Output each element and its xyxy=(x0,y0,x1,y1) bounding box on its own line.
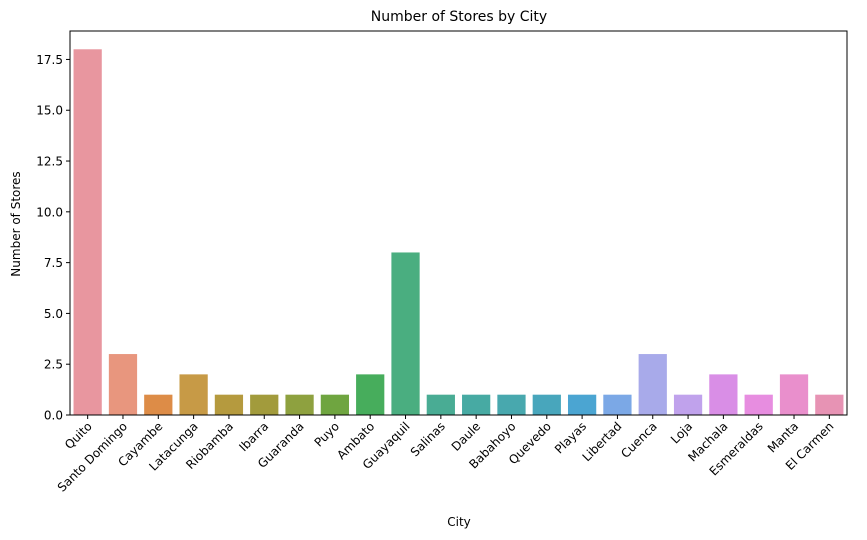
bar-latacunga xyxy=(179,374,208,415)
bar-guayaquil xyxy=(391,252,420,415)
plot-frame xyxy=(69,30,848,416)
x-tick-label: Puyo xyxy=(312,419,342,449)
bar-puyo xyxy=(320,394,350,415)
chart-title: Number of Stores by City xyxy=(371,9,547,25)
y-tick-label: 2.5 xyxy=(44,358,63,372)
bars-group xyxy=(73,49,844,415)
y-tick-label: 5.0 xyxy=(44,307,63,321)
bar-salinas xyxy=(426,394,455,415)
y-tick-label: 10.0 xyxy=(36,205,63,219)
bar-ambato xyxy=(356,374,385,415)
y-tick-label: 0.0 xyxy=(44,409,63,423)
bar-playas xyxy=(567,394,597,415)
bar-babahoyo xyxy=(497,394,526,415)
bar-cuenca xyxy=(638,354,667,415)
bar-esmeraldas xyxy=(744,394,773,415)
bar-riobamba xyxy=(214,394,244,415)
bar-loja xyxy=(673,394,703,415)
bar-cayambe xyxy=(144,394,173,415)
y-tick-label: 7.5 xyxy=(44,256,63,270)
bar-machala xyxy=(709,374,738,415)
y-axis: 0.0 2.5 5.0 7.5 10.0 12.5 15.0 17.5 xyxy=(36,53,70,423)
bar-guaranda xyxy=(285,394,314,415)
y-tick-label: 15.0 xyxy=(36,104,63,118)
bar-ibarra xyxy=(250,394,279,415)
bar-quevedo xyxy=(532,394,561,415)
y-tick-label: 12.5 xyxy=(36,155,63,169)
bar-manta xyxy=(779,374,809,415)
bar-libertad xyxy=(603,394,632,415)
x-tick-label: Libertad xyxy=(580,419,625,464)
bar-el-carmen xyxy=(815,394,844,415)
y-axis-title: Number of Stores xyxy=(9,171,23,276)
x-tick-label: Salinas xyxy=(408,419,448,459)
x-tick-label: Quito xyxy=(62,419,95,452)
x-axis-title: City xyxy=(447,515,471,529)
y-tick-label: 17.5 xyxy=(36,53,63,67)
bar-daule xyxy=(462,394,491,415)
bar-quito xyxy=(73,49,102,415)
x-tick-label: Loja xyxy=(668,419,695,446)
x-tick-label: Cuenca xyxy=(618,419,660,461)
bar-santo-domingo xyxy=(108,354,138,415)
